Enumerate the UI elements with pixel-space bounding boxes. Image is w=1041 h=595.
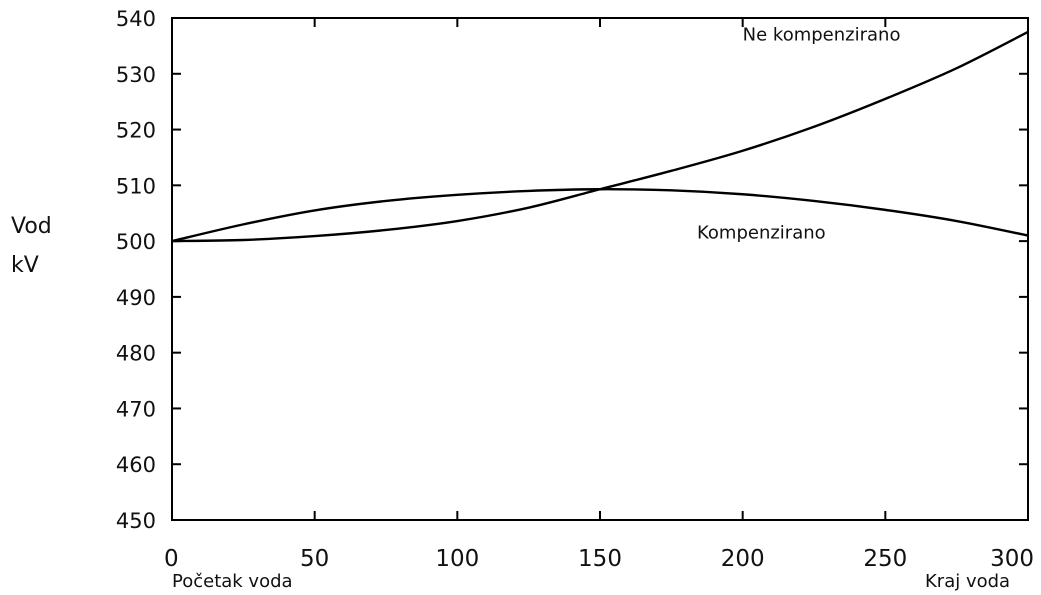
y-axis-label-line-1: Vod bbox=[11, 214, 52, 239]
series-annotation-1: Kompenzirano bbox=[697, 222, 826, 243]
series-line-ne-kompenzirano bbox=[171, 30, 1029, 243]
x-tick-labels: 0 50 100 150 200 250 300 bbox=[164, 546, 1034, 572]
series-line-kompenzirano bbox=[171, 188, 1029, 243]
y-tick-label-470: 470 bbox=[116, 397, 156, 421]
y-axis-label-line-2: kV bbox=[11, 253, 39, 278]
x-tick-label-150: 150 bbox=[578, 546, 622, 572]
x-tick-label-300: 300 bbox=[990, 546, 1034, 572]
y-tick-label-510: 510 bbox=[116, 174, 156, 198]
y-tick-label-490: 490 bbox=[116, 286, 156, 310]
y-tick-label-500: 500 bbox=[116, 230, 156, 254]
y-tick-labels: 450 460 470 480 490 500 510 520 530 540 bbox=[116, 7, 156, 533]
x-tick-label-200: 200 bbox=[721, 546, 765, 572]
x-tick-label-100: 100 bbox=[435, 546, 479, 572]
y-tick-label-450: 450 bbox=[116, 509, 156, 533]
tick-marks bbox=[172, 18, 1028, 520]
x-end-label: Kraj voda bbox=[925, 571, 1010, 592]
series-annotation-0: Ne kompenzirano bbox=[743, 24, 901, 45]
x-tick-label-250: 250 bbox=[863, 546, 907, 572]
series-lines bbox=[171, 30, 1029, 243]
annotations: Ne kompenzirano Kompenzirano bbox=[697, 24, 900, 243]
y-tick-label-520: 520 bbox=[116, 119, 156, 143]
x-tick-label-0: 0 bbox=[164, 546, 179, 572]
y-tick-label-460: 460 bbox=[116, 453, 156, 477]
y-tick-label-530: 530 bbox=[116, 63, 156, 87]
y-tick-label-540: 540 bbox=[116, 7, 156, 31]
x-tick-label-50: 50 bbox=[300, 546, 329, 572]
x-start-label: Početak voda bbox=[172, 571, 293, 592]
y-tick-label-480: 480 bbox=[116, 342, 156, 366]
